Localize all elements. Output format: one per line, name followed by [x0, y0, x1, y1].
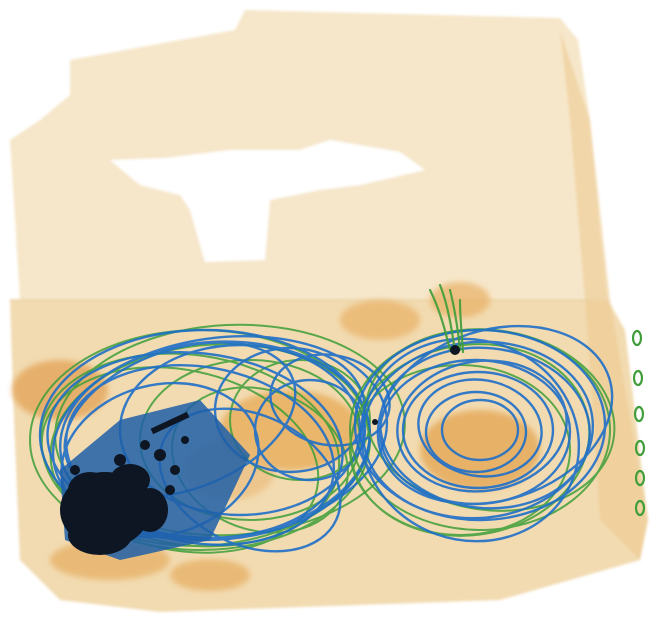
xray-scan-image — [0, 0, 652, 618]
